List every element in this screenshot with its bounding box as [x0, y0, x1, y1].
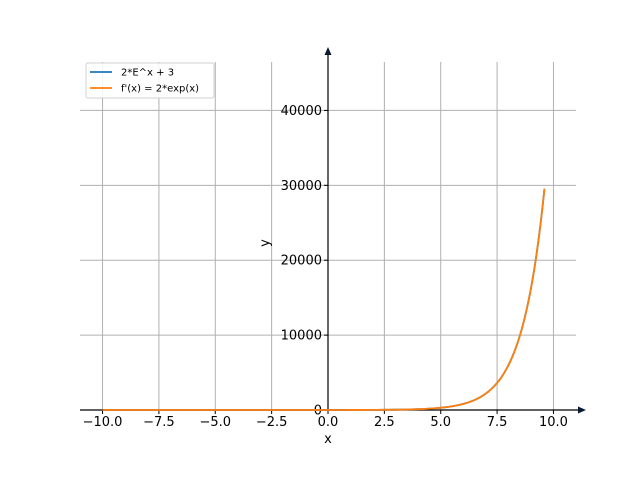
x-tick-label: 7.5 [487, 415, 508, 430]
y-ticks: 0 10000 20000 30000 40000 [281, 104, 328, 419]
y-tick-label: 20000 [281, 254, 322, 269]
legend-box [85, 62, 215, 99]
x-tick-label: −7.5 [143, 415, 175, 430]
x-axis-label: x [324, 432, 332, 447]
x-tick-label: −10.0 [83, 415, 123, 430]
x-tick-label: 10.0 [539, 415, 568, 430]
legend: 2*E^x + 3 f'(x) = 2*exp(x) [85, 62, 215, 99]
axes [80, 47, 586, 414]
y-tick-label: 40000 [281, 104, 322, 119]
y-tick-label: 10000 [281, 329, 322, 344]
series-line [102, 188, 546, 411]
series-lines [102, 188, 546, 411]
x-tick-label: 5.0 [430, 415, 451, 430]
legend-label: 2*E^x + 3 [121, 68, 174, 79]
y-axis-label: y [258, 239, 273, 247]
series-line [102, 188, 546, 411]
y-tick-label: 30000 [281, 179, 322, 194]
x-tick-label: −2.5 [256, 415, 288, 430]
x-tick-label: 0.0 [318, 415, 339, 430]
x-tick-label: −5.0 [199, 415, 231, 430]
x-tick-label: 2.5 [374, 415, 395, 430]
y-tick-label: 0 [314, 404, 322, 419]
y-axis-arrow [324, 47, 332, 55]
x-axis-arrow [578, 406, 586, 414]
x-ticks: −10.0 −7.5 −5.0 −2.5 0.0 2.5 5.0 7.5 10.0 [83, 410, 568, 430]
legend-label: f'(x) = 2*exp(x) [121, 84, 199, 95]
